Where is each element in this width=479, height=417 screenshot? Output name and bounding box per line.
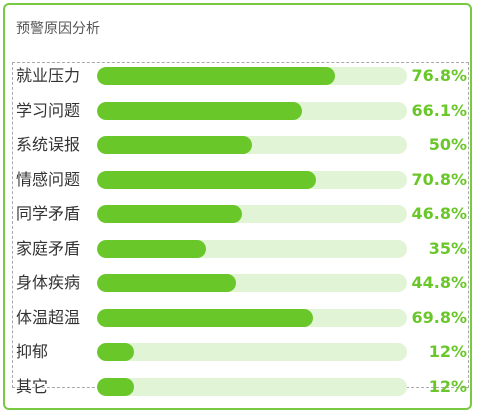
category-label: 系统误报: [16, 135, 81, 154]
bar-track: [97, 67, 407, 85]
bar-fill: [97, 136, 252, 154]
bar-row: 系统误报 50%: [13, 134, 468, 156]
value-label: 12%: [428, 342, 467, 361]
bar-row: 就业压力 76.8%: [13, 65, 468, 87]
bar-fill: [97, 205, 243, 223]
bar-track: [97, 101, 407, 120]
bar-fill: [97, 377, 135, 396]
value-label: 46.8%: [411, 204, 467, 223]
bar-fill: [97, 170, 317, 189]
value-label: 70.8%: [411, 169, 467, 189]
bar-track: [97, 343, 407, 361]
bar-fill: [97, 239, 206, 258]
warning-reason-panel: 预警原因分析 就业压力 76.8% 学习问题 66.1% 系统误报 50% 情感问题 70.8…: [3, 3, 472, 410]
bar-fill: [97, 67, 336, 85]
bar-row: 同学矛盾 46.8%: [13, 203, 468, 225]
bar-track: [97, 136, 407, 154]
bar-row: 其它 12%: [13, 376, 468, 398]
bar-track: [97, 205, 407, 223]
category-label: 抑郁: [16, 342, 49, 361]
bar-row: 学习问题 66.1%: [13, 100, 468, 122]
bar-row: 体温超温 69.8%: [13, 307, 468, 329]
value-label: 35%: [428, 238, 467, 258]
category-label: 同学矛盾: [16, 204, 81, 223]
value-label: 66.1%: [411, 100, 467, 120]
bar-row: 身体疾病 44.8%: [13, 272, 468, 294]
category-label: 其它: [16, 376, 49, 396]
bar-row: 抑郁 12%: [13, 341, 468, 363]
value-label: 76.8%: [411, 66, 467, 85]
bar-track: [97, 274, 407, 292]
category-label: 体温超温: [16, 307, 81, 327]
category-label: 情感问题: [16, 169, 81, 189]
bar-fill: [97, 274, 236, 292]
value-label: 69.8%: [411, 307, 467, 327]
category-label: 身体疾病: [16, 273, 81, 292]
bar-fill: [97, 101, 302, 120]
bar-fill: [97, 308, 314, 327]
bar-track: [97, 239, 407, 258]
bar-chart: 就业压力 76.8% 学习问题 66.1% 系统误报 50% 情感问题 70.8% 同学矛盾 46…: [12, 62, 469, 396]
bar-track: [97, 377, 407, 396]
bar-row: 情感问题 70.8%: [13, 169, 468, 191]
bar-track: [97, 308, 407, 327]
bar-track: [97, 170, 407, 189]
category-label: 家庭矛盾: [16, 238, 81, 258]
category-label: 学习问题: [16, 100, 81, 120]
panel-title: 预警原因分析: [16, 21, 100, 37]
value-label: 12%: [428, 376, 467, 396]
bar-fill: [97, 343, 135, 361]
value-label: 44.8%: [411, 273, 467, 292]
value-label: 50%: [428, 135, 467, 154]
bar-row: 家庭矛盾 35%: [13, 238, 468, 260]
category-label: 就业压力: [16, 66, 81, 85]
